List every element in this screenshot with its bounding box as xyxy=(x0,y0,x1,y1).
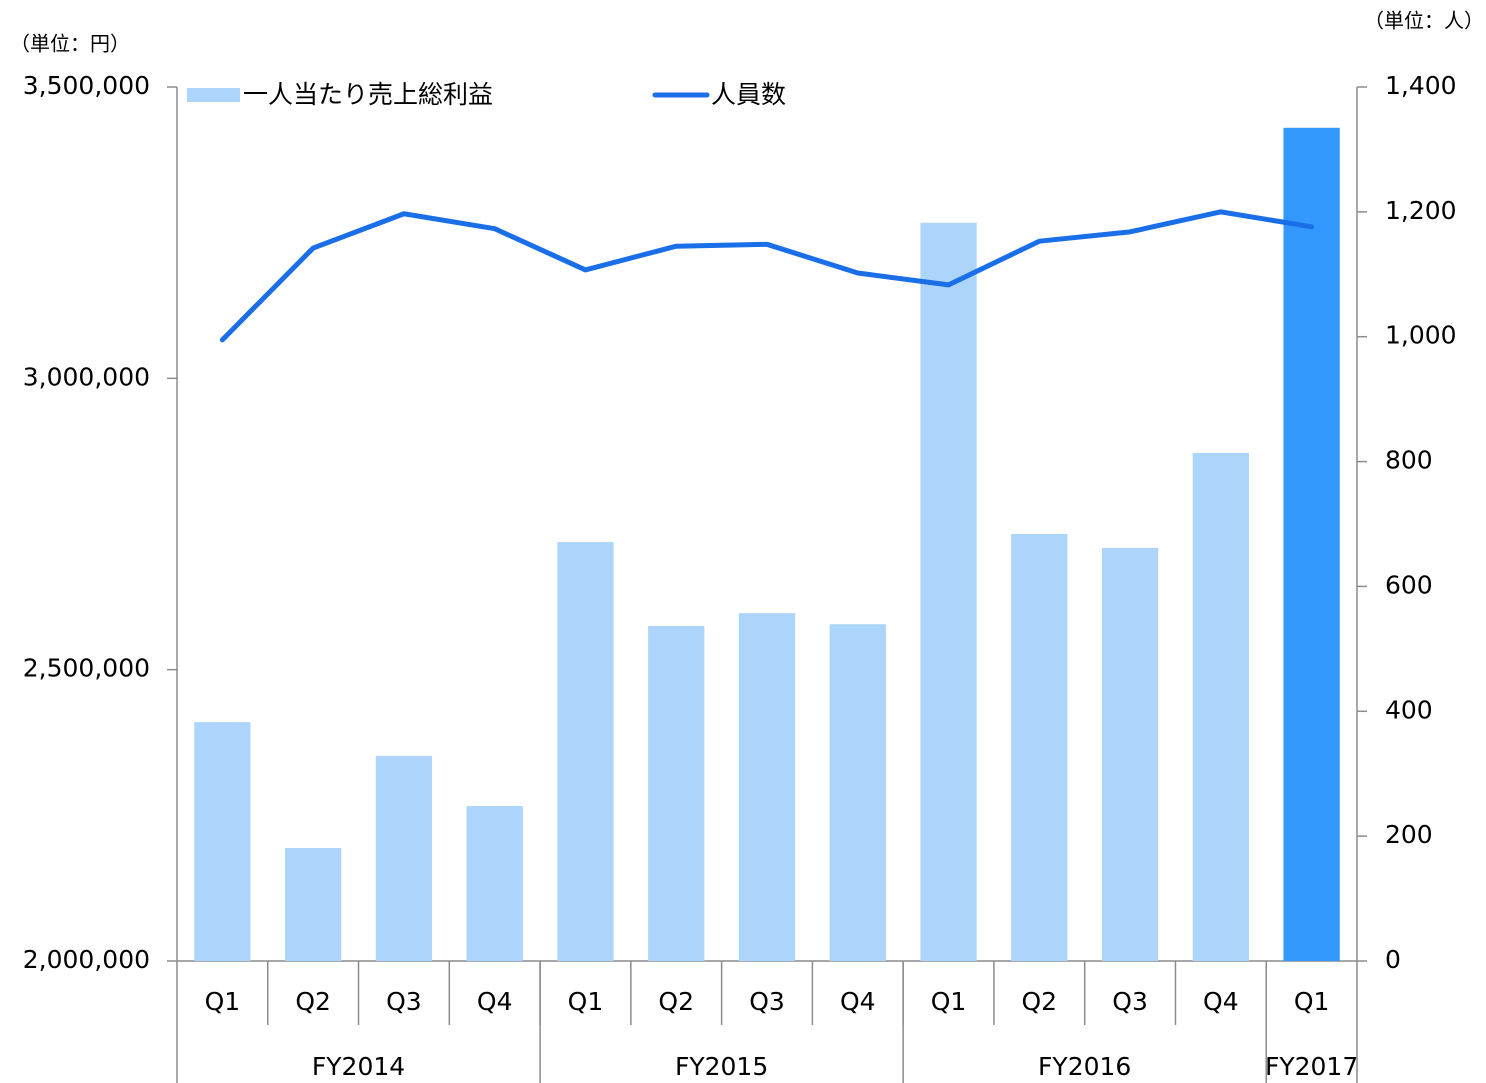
bar xyxy=(920,222,977,961)
x-tick-label: Q1 xyxy=(931,987,967,1016)
y2-tick-label: 400 xyxy=(1385,695,1433,724)
x-tick-label: Q1 xyxy=(568,987,604,1016)
y-unit-label: （単位：円） xyxy=(10,32,130,56)
y-tick-label: 2,000,000 xyxy=(23,945,150,974)
x-tick-label: Q2 xyxy=(1022,987,1058,1016)
y2-tick-label: 1,200 xyxy=(1385,196,1457,225)
x-tick-label: Q4 xyxy=(1203,987,1239,1016)
x-tick-label: Q2 xyxy=(295,987,331,1016)
x-tick-label: Q1 xyxy=(1294,987,1330,1016)
group-label: FY2014 xyxy=(312,1052,405,1081)
bar xyxy=(375,755,433,961)
y2-tick-label: 0 xyxy=(1385,945,1401,974)
y2-unit-label: （単位：人） xyxy=(1364,9,1484,33)
legend-label: 一人当たり売上総利益 xyxy=(243,80,493,109)
y2-tick-label: 1,000 xyxy=(1385,321,1457,350)
x-tick-label: Q4 xyxy=(840,987,876,1016)
group-label: FY2015 xyxy=(675,1052,768,1081)
x-tick-label: Q3 xyxy=(1112,987,1148,1016)
y2-tick-label: 800 xyxy=(1385,446,1433,475)
legend-label: 人員数 xyxy=(711,80,786,109)
x-tick-label: Q2 xyxy=(658,987,694,1016)
group-label: FY2016 xyxy=(1038,1052,1131,1081)
line xyxy=(219,209,1315,343)
bar xyxy=(829,624,886,961)
bar xyxy=(648,625,705,961)
y-tick-label: 2,500,000 xyxy=(23,654,150,683)
y2-tick-label: 200 xyxy=(1385,820,1433,849)
bar xyxy=(466,806,523,961)
x-tick-label: Q1 xyxy=(205,987,241,1016)
legend-swatch xyxy=(187,88,240,102)
bar xyxy=(738,613,796,961)
group-label: FY2017 xyxy=(1265,1052,1358,1081)
y-tick-label: 3,000,000 xyxy=(23,362,150,391)
bar xyxy=(1192,452,1249,961)
bar xyxy=(557,542,614,961)
y-tick-label: 3,500,000 xyxy=(23,71,150,100)
x-tick-label: Q3 xyxy=(749,987,785,1016)
y2-tick-label: 600 xyxy=(1385,570,1433,599)
y2-tick-label: 1,400 xyxy=(1385,71,1457,100)
x-tick-label: Q4 xyxy=(477,987,513,1016)
bar xyxy=(1283,127,1340,961)
x-tick-label: Q3 xyxy=(386,987,422,1016)
bar xyxy=(1011,533,1068,961)
bar xyxy=(1101,547,1159,961)
bar xyxy=(285,847,342,961)
bar xyxy=(194,722,251,961)
